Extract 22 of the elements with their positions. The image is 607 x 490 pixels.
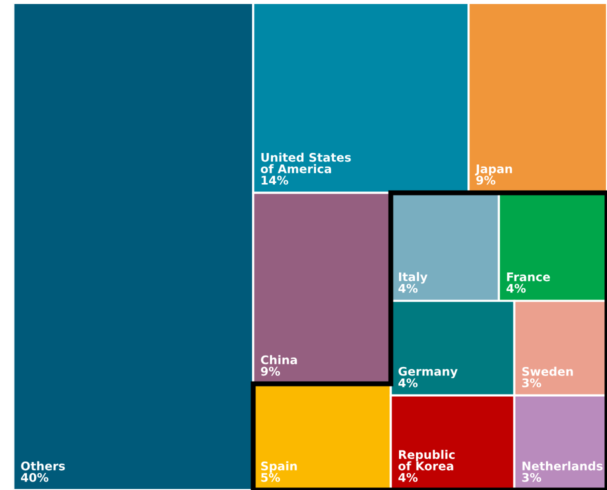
category-label: Others [21,461,65,470]
category-label: Germany [398,366,458,378]
data-label: 4% [506,284,526,293]
data-label: 4% [398,472,418,482]
data-label: 14% [262,176,288,185]
data-label: 3% [522,378,542,388]
category-label: Spain [261,461,297,473]
category-label: Sweden [522,366,573,376]
data-label: 4% [398,284,418,293]
data-label: 9% [260,366,280,376]
category-label: Netherlands [522,461,603,470]
category-label: Republic of Korea [398,450,455,470]
category-label: China [260,355,297,364]
category-label: France [507,272,550,282]
data-label: 5% [261,472,280,482]
category-label: United States of America [260,152,351,174]
data-label: 9% [476,176,496,185]
category-label: Italy [399,272,428,284]
data-label: 4% [398,378,418,388]
data-label: 40% [21,472,48,482]
category-label: Japan [475,164,512,176]
data-label: 3% [522,472,542,482]
